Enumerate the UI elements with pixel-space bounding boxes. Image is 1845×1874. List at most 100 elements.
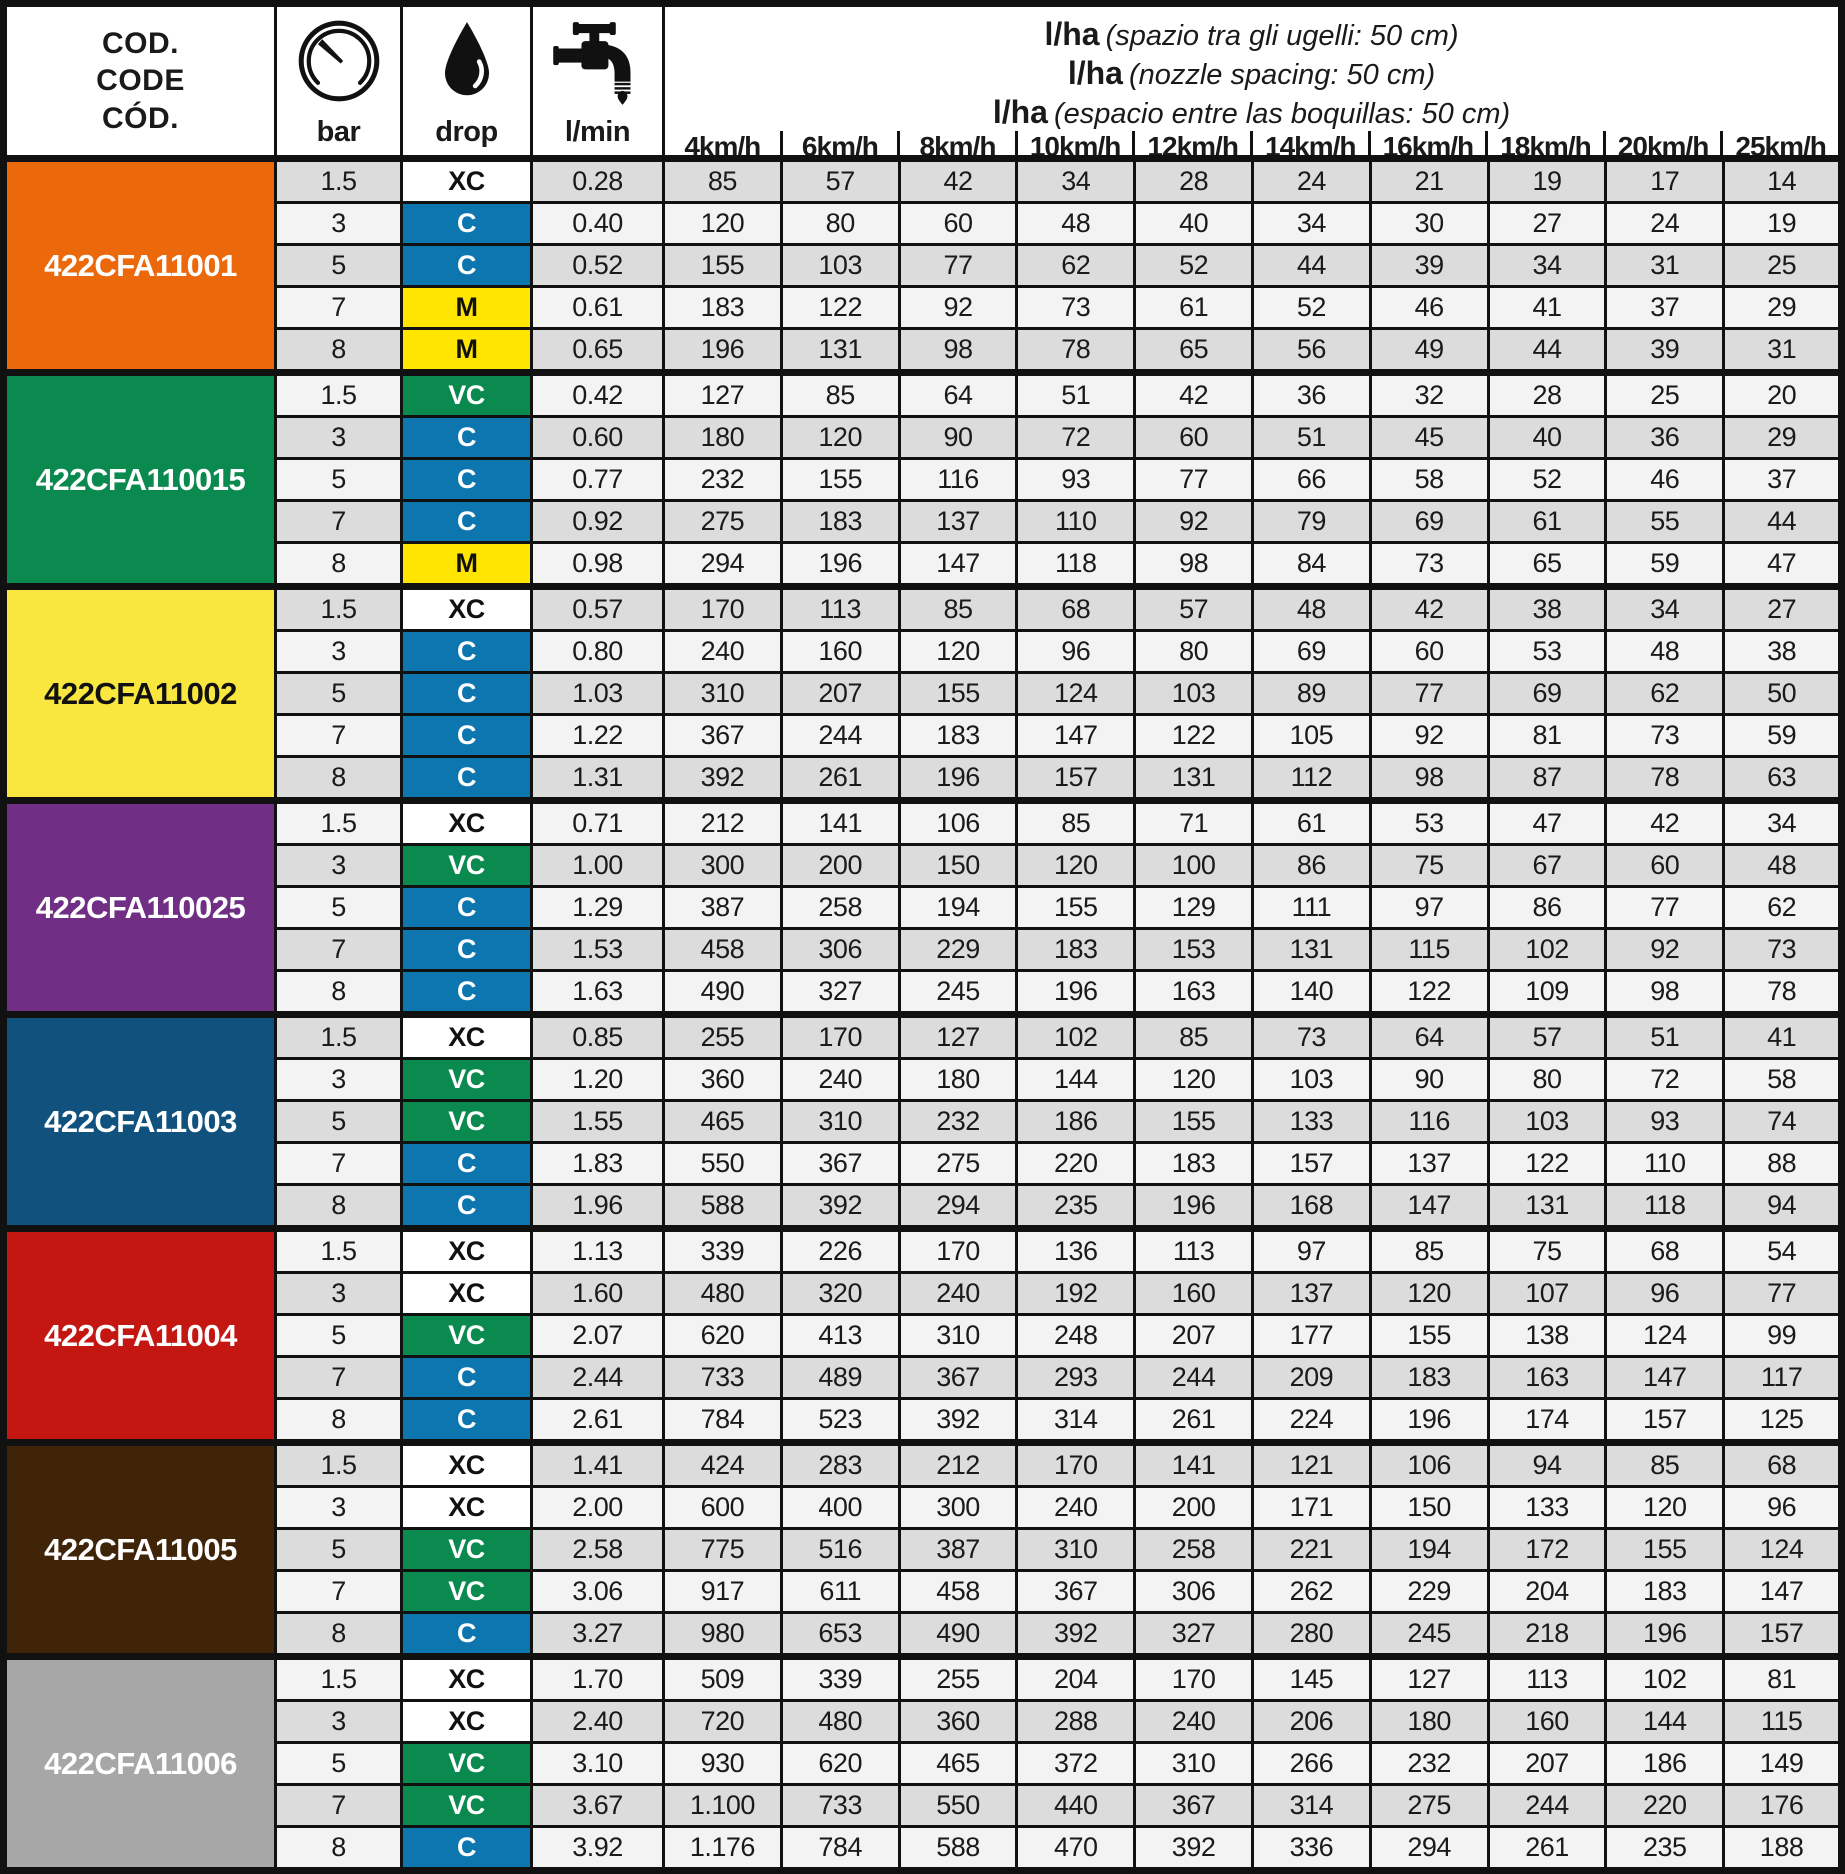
lha-value-cell: 77 (1604, 885, 1726, 930)
flow-lmin-cell: 0.80 (530, 629, 665, 674)
lha-value-cell: 339 (662, 1225, 783, 1274)
lha-value-cell: 155 (1015, 885, 1137, 930)
table-row: 8 C 1.96 588 392 294 235 196 168 147 131 118 94 (4, 1183, 1843, 1230)
flow-lmin-cell: 1.53 (530, 927, 665, 972)
lmin-label: l/min (564, 116, 631, 148)
pressure-bar-cell: 8 (274, 1611, 403, 1658)
pressure-bar-cell: 3 (274, 629, 403, 674)
lha-value-cell: 122 (1486, 1141, 1608, 1186)
speed-header-row: 4km/h 6km/h 8km/h 10km/h 12km/h 14km/h 16km/h 1… (667, 131, 1839, 153)
lha-value-cell: 131 (1250, 927, 1372, 972)
drop-size-badge: C (400, 1611, 533, 1658)
lha-value-cell: 588 (897, 1825, 1019, 1872)
lha-value-cell: 172 (1486, 1527, 1608, 1572)
lha-value-cell: 62 (1604, 671, 1726, 716)
pressure-bar-cell: 3 (274, 415, 403, 460)
lha-value-cell: 93 (1015, 457, 1137, 502)
lha-value-cell: 67 (1486, 843, 1608, 888)
lha-value-cell: 65 (1486, 541, 1608, 588)
lha-value-cell: 245 (897, 969, 1019, 1016)
lha-value-cell: 620 (779, 1741, 901, 1786)
drop-size-badge: C (400, 499, 533, 544)
lha-value-cell: 720 (662, 1699, 783, 1744)
lha-value-cell: 300 (662, 843, 783, 888)
lha-value-cell: 140 (1250, 969, 1372, 1016)
lha-value-cell: 31 (1722, 327, 1843, 374)
lha-value-cell: 620 (662, 1313, 783, 1358)
lha-value-cell: 41 (1486, 285, 1608, 330)
lha-value-cell: 24 (1250, 155, 1372, 204)
lha-unit: l/ha (1044, 16, 1100, 52)
table-row: 422CFA110025 1.5 XC 0.71 212 141 106 85 71 61 53 47… (2, 797, 1843, 1016)
lha-value-cell: 120 (897, 629, 1019, 674)
lha-value-cell: 1.100 (662, 1783, 783, 1828)
lha-value-cell: 120 (1133, 1057, 1254, 1102)
lha-value-cell: 155 (779, 457, 901, 502)
lha-value-cell: 240 (662, 629, 783, 674)
lha-value-cell: 261 (779, 755, 901, 802)
pressure-bar-cell: 5 (274, 671, 403, 716)
lha-value-cell: 1.176 (662, 1825, 783, 1872)
lha-value-cell: 192 (1015, 1271, 1137, 1316)
table-row: 3 VC 1.00 300 200 150 120 100 86 75 67 60 48 (4, 843, 1843, 888)
table-row: 7 C 1.83 550 367 275 220 183 157 137 122 110 88 (4, 1141, 1843, 1186)
lha-value-cell: 100 (1133, 843, 1254, 888)
lha-value-cell: 85 (662, 155, 783, 204)
lha-value-cell: 113 (779, 583, 901, 632)
lha-value-cell: 186 (1604, 1741, 1726, 1786)
table-row: 5 C 1.03 310 207 155 124 103 89 77 69 62 50 (4, 671, 1843, 716)
lha-value-cell: 86 (1486, 885, 1608, 930)
lha-value-cell: 523 (779, 1397, 901, 1444)
lha-value-cell: 300 (897, 1485, 1019, 1530)
lha-value-cell: 80 (779, 201, 901, 246)
lha-value-cell: 163 (1133, 969, 1254, 1016)
lha-value-cell: 66 (1250, 457, 1372, 502)
pressure-bar-cell: 5 (274, 457, 403, 502)
drop-size-badge: VC (400, 1783, 533, 1828)
lha-value-cell: 207 (1486, 1741, 1608, 1786)
lha-value-cell: 53 (1486, 629, 1608, 674)
lha-value-cell: 46 (1604, 457, 1726, 502)
lha-value-cell: 144 (1604, 1699, 1726, 1744)
lha-value-cell: 73 (1015, 285, 1137, 330)
lha-value-cell: 106 (897, 797, 1019, 846)
lha-header: l/ha (spazio tra gli ugelli: 50 cm) l/ha(… (662, 2, 1843, 162)
pressure-bar-cell: 7 (274, 1141, 403, 1186)
lha-value-cell: 261 (1486, 1825, 1608, 1872)
drop-size-badge: XC (400, 1225, 533, 1274)
drop-size-badge: C (400, 1183, 533, 1230)
pressure-bar-cell: 3 (274, 1057, 403, 1102)
lha-value-cell: 221 (1250, 1527, 1372, 1572)
lha-value-cell: 92 (1604, 927, 1726, 972)
flow-lmin-cell: 0.60 (530, 415, 665, 460)
pressure-bar-cell: 1.5 (274, 369, 403, 418)
lha-value-cell: 71 (1133, 797, 1254, 846)
lha-value-cell: 56 (1250, 327, 1372, 374)
lha-value-cell: 196 (1015, 969, 1137, 1016)
lha-value-cell: 86 (1250, 843, 1372, 888)
lha-value-cell: 149 (1722, 1741, 1843, 1786)
drop-size-badge: XC (400, 583, 533, 632)
pressure-bar-cell: 1.5 (274, 1225, 403, 1274)
table-row: 3 C 0.40 120 80 60 48 40 34 30 27 24 19 (4, 201, 1843, 246)
lha-title-es: l/ha (espacio entre las boquillas: 50 cm) (667, 93, 1839, 132)
lha-value-cell: 294 (1368, 1825, 1490, 1872)
lha-value-cell: 392 (897, 1397, 1019, 1444)
lha-value-cell: 24 (1604, 201, 1726, 246)
flow-lmin-cell: 0.28 (530, 155, 665, 204)
lha-value-cell: 51 (1015, 369, 1137, 418)
product-code-cell: 422CFA110025 (2, 797, 277, 1016)
lha-value-cell: 127 (1368, 1653, 1490, 1702)
product-code-cell: 422CFA11004 (2, 1225, 277, 1444)
lha-value-cell: 115 (1368, 927, 1490, 972)
pressure-gauge-icon (297, 19, 381, 103)
lha-value-cell: 38 (1486, 583, 1608, 632)
lha-value-cell: 145 (1250, 1653, 1372, 1702)
lha-value-cell: 107 (1486, 1271, 1608, 1316)
table-row: 5 VC 2.58 775 516 387 310 258 221 194 172 155 124 (4, 1527, 1843, 1572)
drop-size-badge: VC (400, 1569, 533, 1614)
lha-value-cell: 244 (1486, 1783, 1608, 1828)
lha-value-cell: 27 (1486, 201, 1608, 246)
flow-lmin-cell: 0.61 (530, 285, 665, 330)
table-row: 8 C 2.61 784 523 392 314 261 224 196 174 157 125 (4, 1397, 1843, 1444)
